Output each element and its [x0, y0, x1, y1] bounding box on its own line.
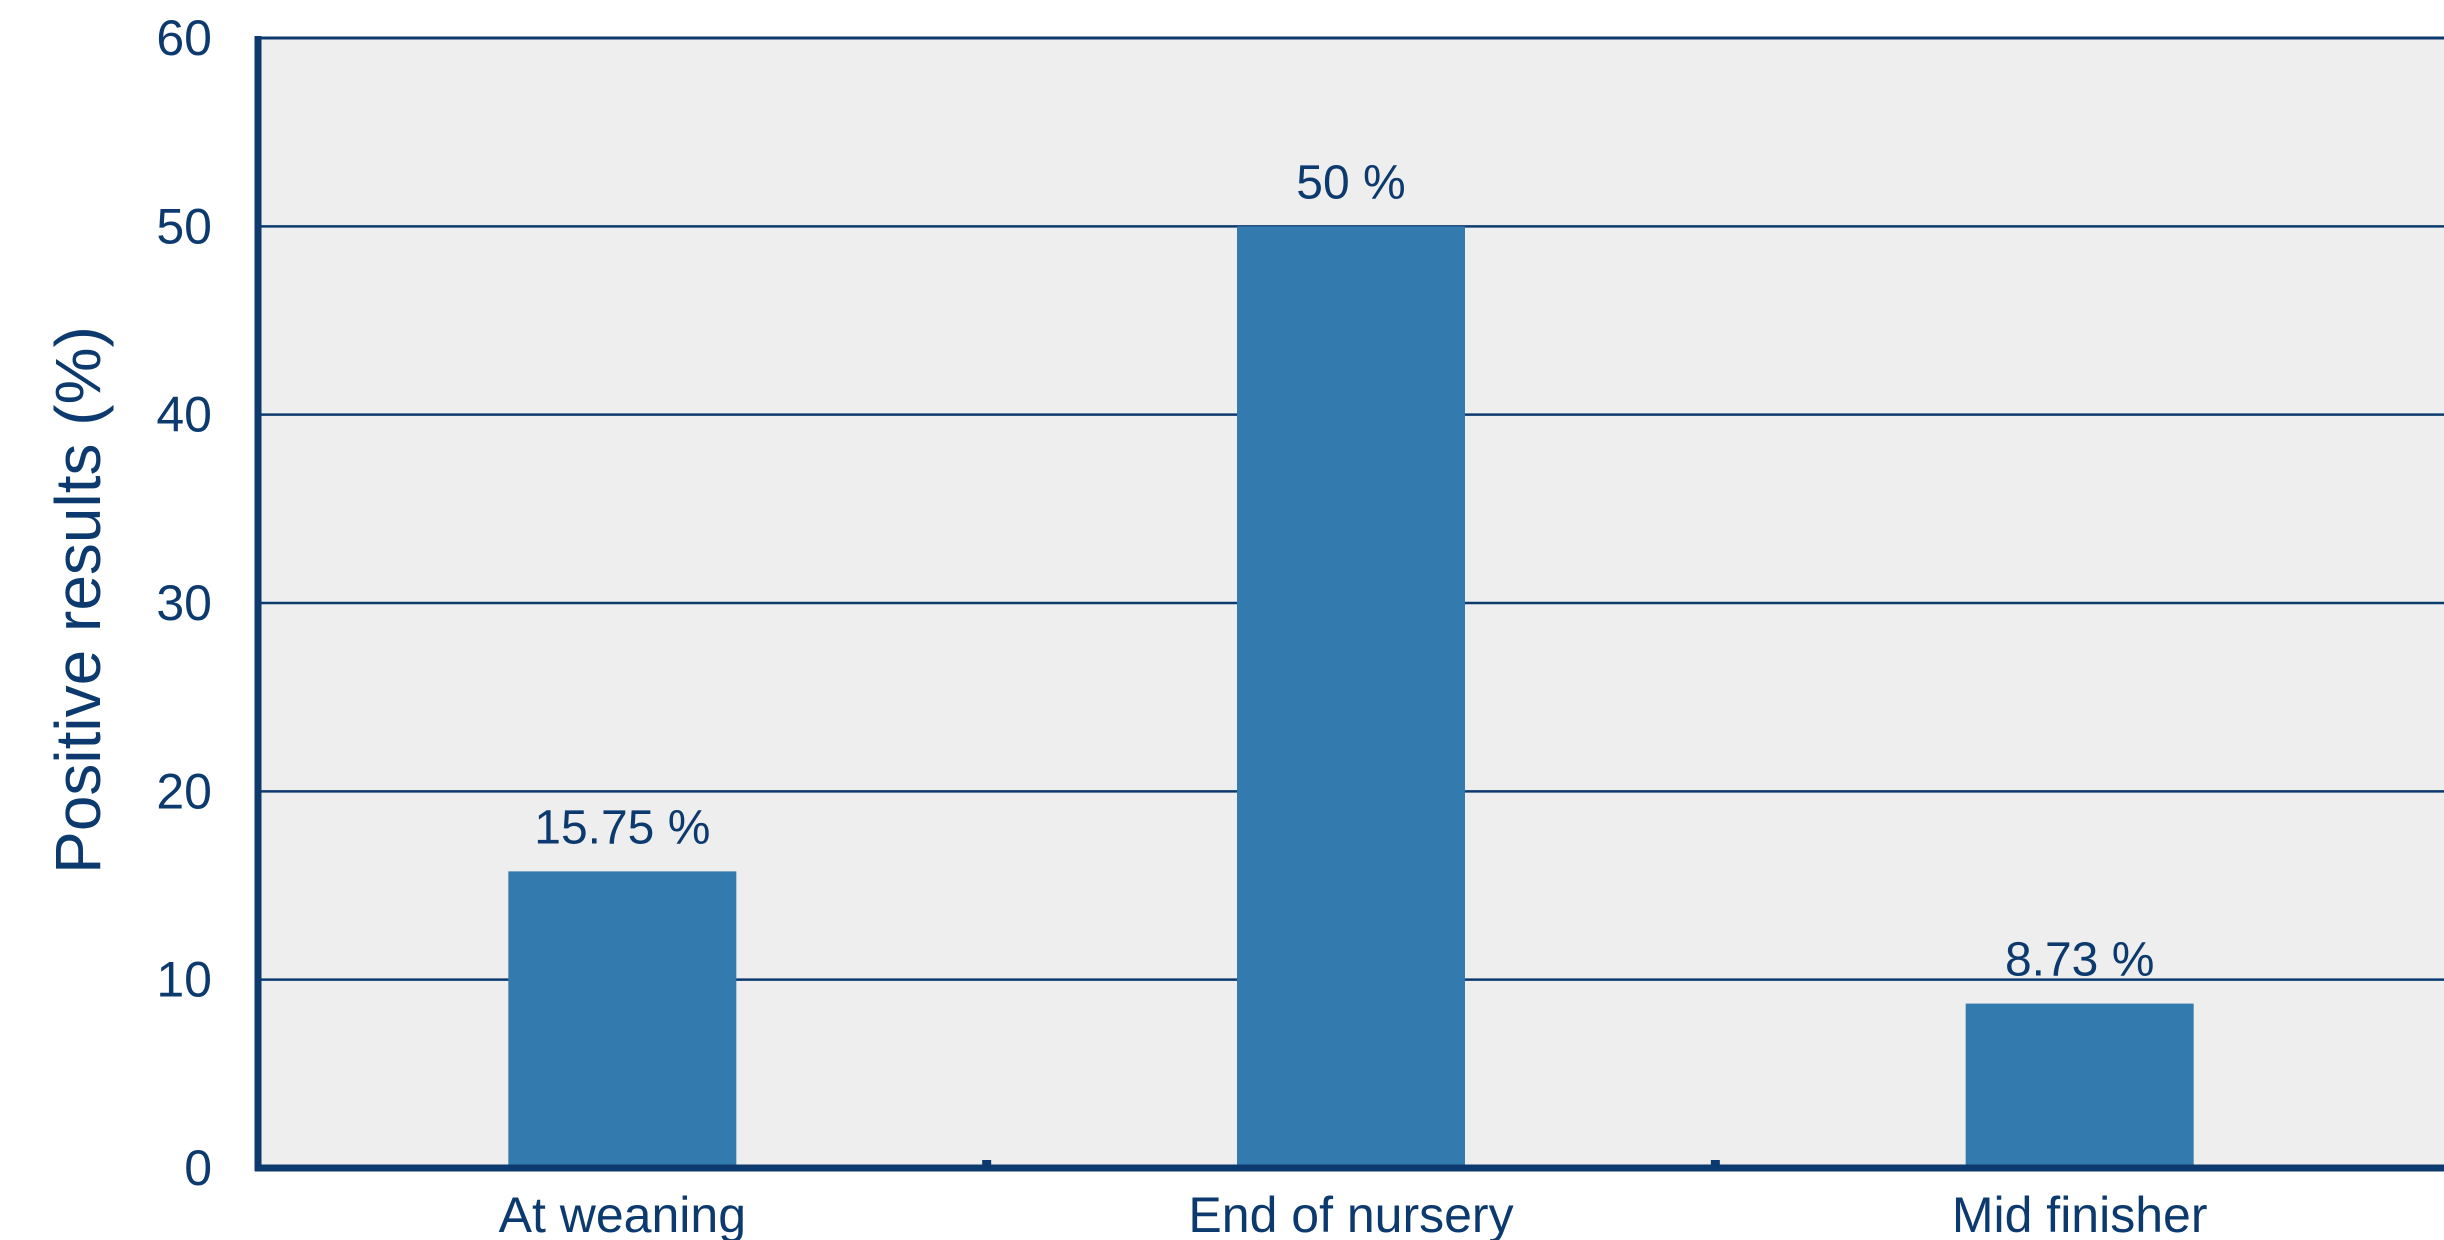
data-label: 15.75 %: [534, 801, 710, 854]
x-tick-label: End of nursery: [1188, 1187, 1513, 1240]
y-axis-title: Positive results (%): [42, 326, 114, 874]
x-tick-label: At weaning: [499, 1187, 746, 1240]
y-tick-label: 10: [156, 952, 212, 1008]
y-tick-label: 30: [156, 575, 212, 631]
y-tick-labels: 0 10 20 30 40 50 60: [156, 10, 212, 1196]
x-tick-labels: At weaning End of nursery Mid finisher: [499, 1187, 2208, 1240]
axes: [254, 36, 2444, 1172]
bar: [508, 871, 737, 1168]
bars: [508, 226, 2194, 1169]
bar: [1237, 226, 1465, 1169]
data-label: 8.73 %: [2005, 934, 2154, 987]
y-tick-label: 40: [156, 387, 212, 443]
data-labels: 15.75 % 50 % 8.73 %: [534, 156, 2154, 986]
y-tick-label: 0: [184, 1140, 212, 1196]
data-label: 50 %: [1296, 156, 1405, 209]
y-tick-label: 50: [156, 198, 212, 254]
y-tick-label: 60: [156, 10, 212, 66]
x-tick-label: Mid finisher: [1952, 1187, 2208, 1240]
y-tick-label: 20: [156, 763, 212, 819]
bar: [1965, 1003, 2194, 1168]
